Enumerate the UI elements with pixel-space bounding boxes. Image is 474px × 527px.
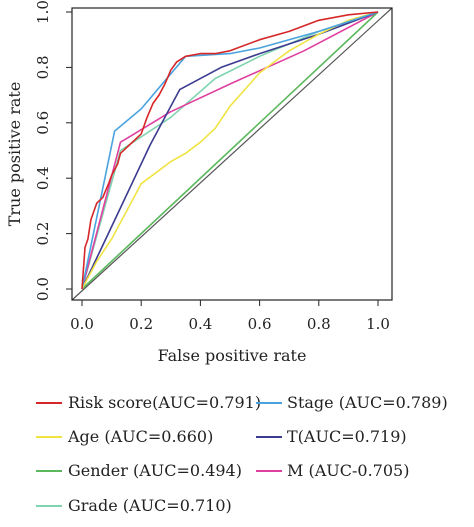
plot-area (71, 7, 393, 301)
series-line-risk-score (81, 11, 379, 290)
y-tick-label: 0.0 (34, 277, 52, 301)
y-tick-label: 0.8 (34, 55, 52, 79)
legend-label-age: Age (AUC=0.660) (67, 427, 213, 446)
legend-label-risk-score: Risk score(AUC=0.791) (68, 393, 261, 412)
x-axis-title: False positive rate (158, 346, 307, 365)
x-tick-label: 0.8 (307, 315, 331, 333)
axes: 0.0 0.2 0.4 0.6 0.8 1.0 0.0 0.2 0.4 0.6 0.8 1.0 Fals… (5, 0, 393, 365)
legend-label-stage: Stage (AUC=0.789) (287, 393, 448, 412)
y-tick-label: 0.6 (34, 111, 52, 135)
legend-label-gender: Gender (AUC=0.494) (68, 461, 242, 480)
series-line-stage (81, 11, 379, 290)
y-tick-label: 0.4 (34, 166, 52, 190)
y-axis-title: True positive rate (5, 82, 24, 227)
diagonal-reference-line (71, 7, 393, 301)
y-tick-label: 0.2 (34, 222, 52, 246)
legend-label-grade: Grade (AUC=0.710) (68, 496, 232, 515)
series-line-m (81, 11, 379, 290)
series-line-t (81, 11, 379, 290)
series-line-gender (81, 11, 379, 290)
x-tick-label: 1.0 (366, 315, 390, 333)
plot-frame (71, 7, 393, 301)
y-tick-label: 1.0 (34, 0, 52, 24)
legend: Risk score(AUC=0.791) Stage (AUC=0.789) Ag… (36, 393, 448, 515)
x-tick-label: 0.4 (188, 315, 212, 333)
x-tick-label: 0.2 (129, 315, 153, 333)
legend-label-t: T(AUC=0.719) (287, 427, 407, 446)
legend-label-m: M (AUC-0.705) (287, 461, 409, 480)
series-line-age (81, 11, 379, 290)
x-tick-label: 0.6 (248, 315, 272, 333)
x-tick-label: 0.0 (70, 315, 94, 333)
